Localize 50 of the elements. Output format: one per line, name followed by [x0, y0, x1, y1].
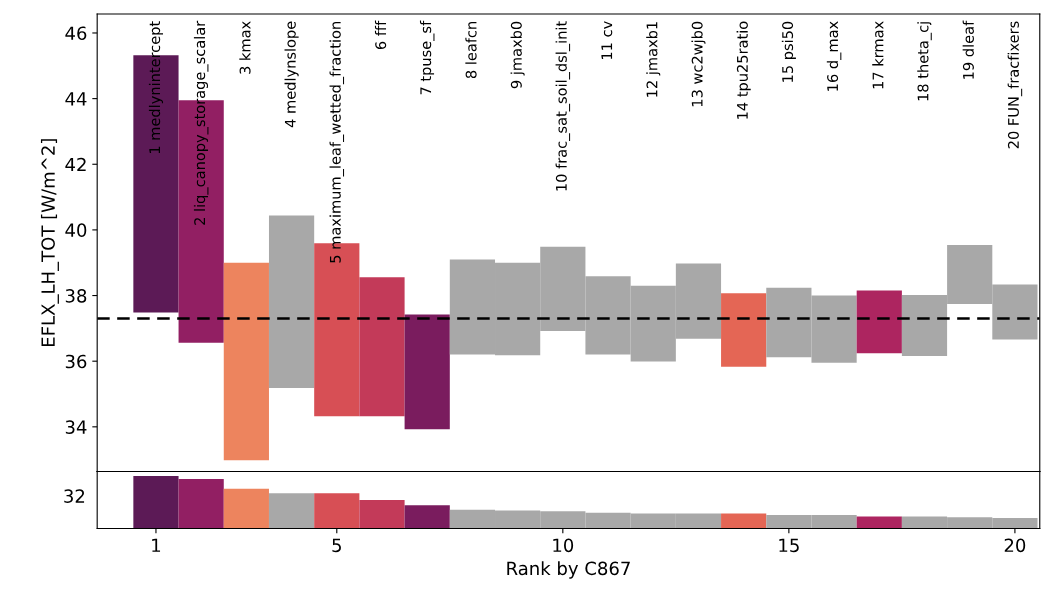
- y-axis-title: EFLX_LH_TOT [W/m^2]: [40, 139, 59, 347]
- annotation: 12 jmaxb1: [646, 22, 661, 97]
- bar: [133, 475, 179, 529]
- x-tick-label: 15: [779, 538, 799, 553]
- annotation: 1 medlynintercept: [148, 21, 164, 154]
- annotation: 14 tpu25ratio: [736, 21, 751, 119]
- bar: [223, 262, 269, 461]
- annotation: 20 FUN_fracfixers: [1007, 21, 1023, 149]
- x-tick-label: 5: [332, 538, 341, 553]
- bar: [223, 488, 269, 529]
- y-tick-label: 44: [65, 92, 87, 106]
- bar: [314, 493, 360, 529]
- annotation: 2 liq_canopy_storage_scalar: [193, 20, 209, 225]
- annotation: 15 psi50: [781, 21, 796, 82]
- annotation: 11 cv: [601, 21, 613, 60]
- bar: [721, 513, 767, 529]
- x-tick-label: 10: [553, 538, 574, 553]
- annotation: 10 frac_sat_soil_dsl_init: [555, 21, 571, 191]
- x-axis-title: Rank by C867: [507, 561, 630, 579]
- bar: [268, 493, 315, 529]
- annotation: 16 d_max: [826, 21, 842, 91]
- annotation: 4 medlynslope: [284, 21, 299, 128]
- bar: [268, 215, 315, 389]
- annotation: 17 krmax: [872, 21, 884, 89]
- bar: [359, 499, 405, 529]
- y-tick-label: 34: [65, 420, 87, 434]
- y-tick-label: 40: [65, 223, 87, 238]
- bar: [404, 314, 450, 430]
- annotation: 8 leafcn: [465, 22, 477, 79]
- bar: [178, 478, 224, 529]
- y-tick-label: 38: [65, 289, 87, 303]
- x-tick-label: 1: [152, 538, 161, 552]
- annotation: 18 theta_cj: [917, 22, 932, 101]
- bar: [856, 290, 902, 354]
- x-tick-label: 20: [1004, 538, 1026, 553]
- annotation: 5 maximum_leaf_wetted_fraction: [329, 22, 345, 263]
- bar: [856, 516, 902, 529]
- annotation: 9 jmaxb0: [510, 21, 525, 89]
- annotation: 13 wc2wjb0: [691, 21, 706, 107]
- annotation: 3 kmax: [239, 21, 251, 74]
- bar: [721, 293, 767, 367]
- bar: [359, 277, 405, 417]
- text: 32: [64, 489, 85, 503]
- bar: [404, 505, 450, 529]
- y-tick-label: 42: [65, 157, 86, 172]
- annotation: 7 tpuse_sf: [419, 20, 435, 95]
- annotation: 19 dleaf: [962, 20, 974, 79]
- y-tick-label: 46: [65, 26, 87, 41]
- annotation: 6 fff: [374, 20, 387, 50]
- y-tick-label: 36: [65, 354, 87, 369]
